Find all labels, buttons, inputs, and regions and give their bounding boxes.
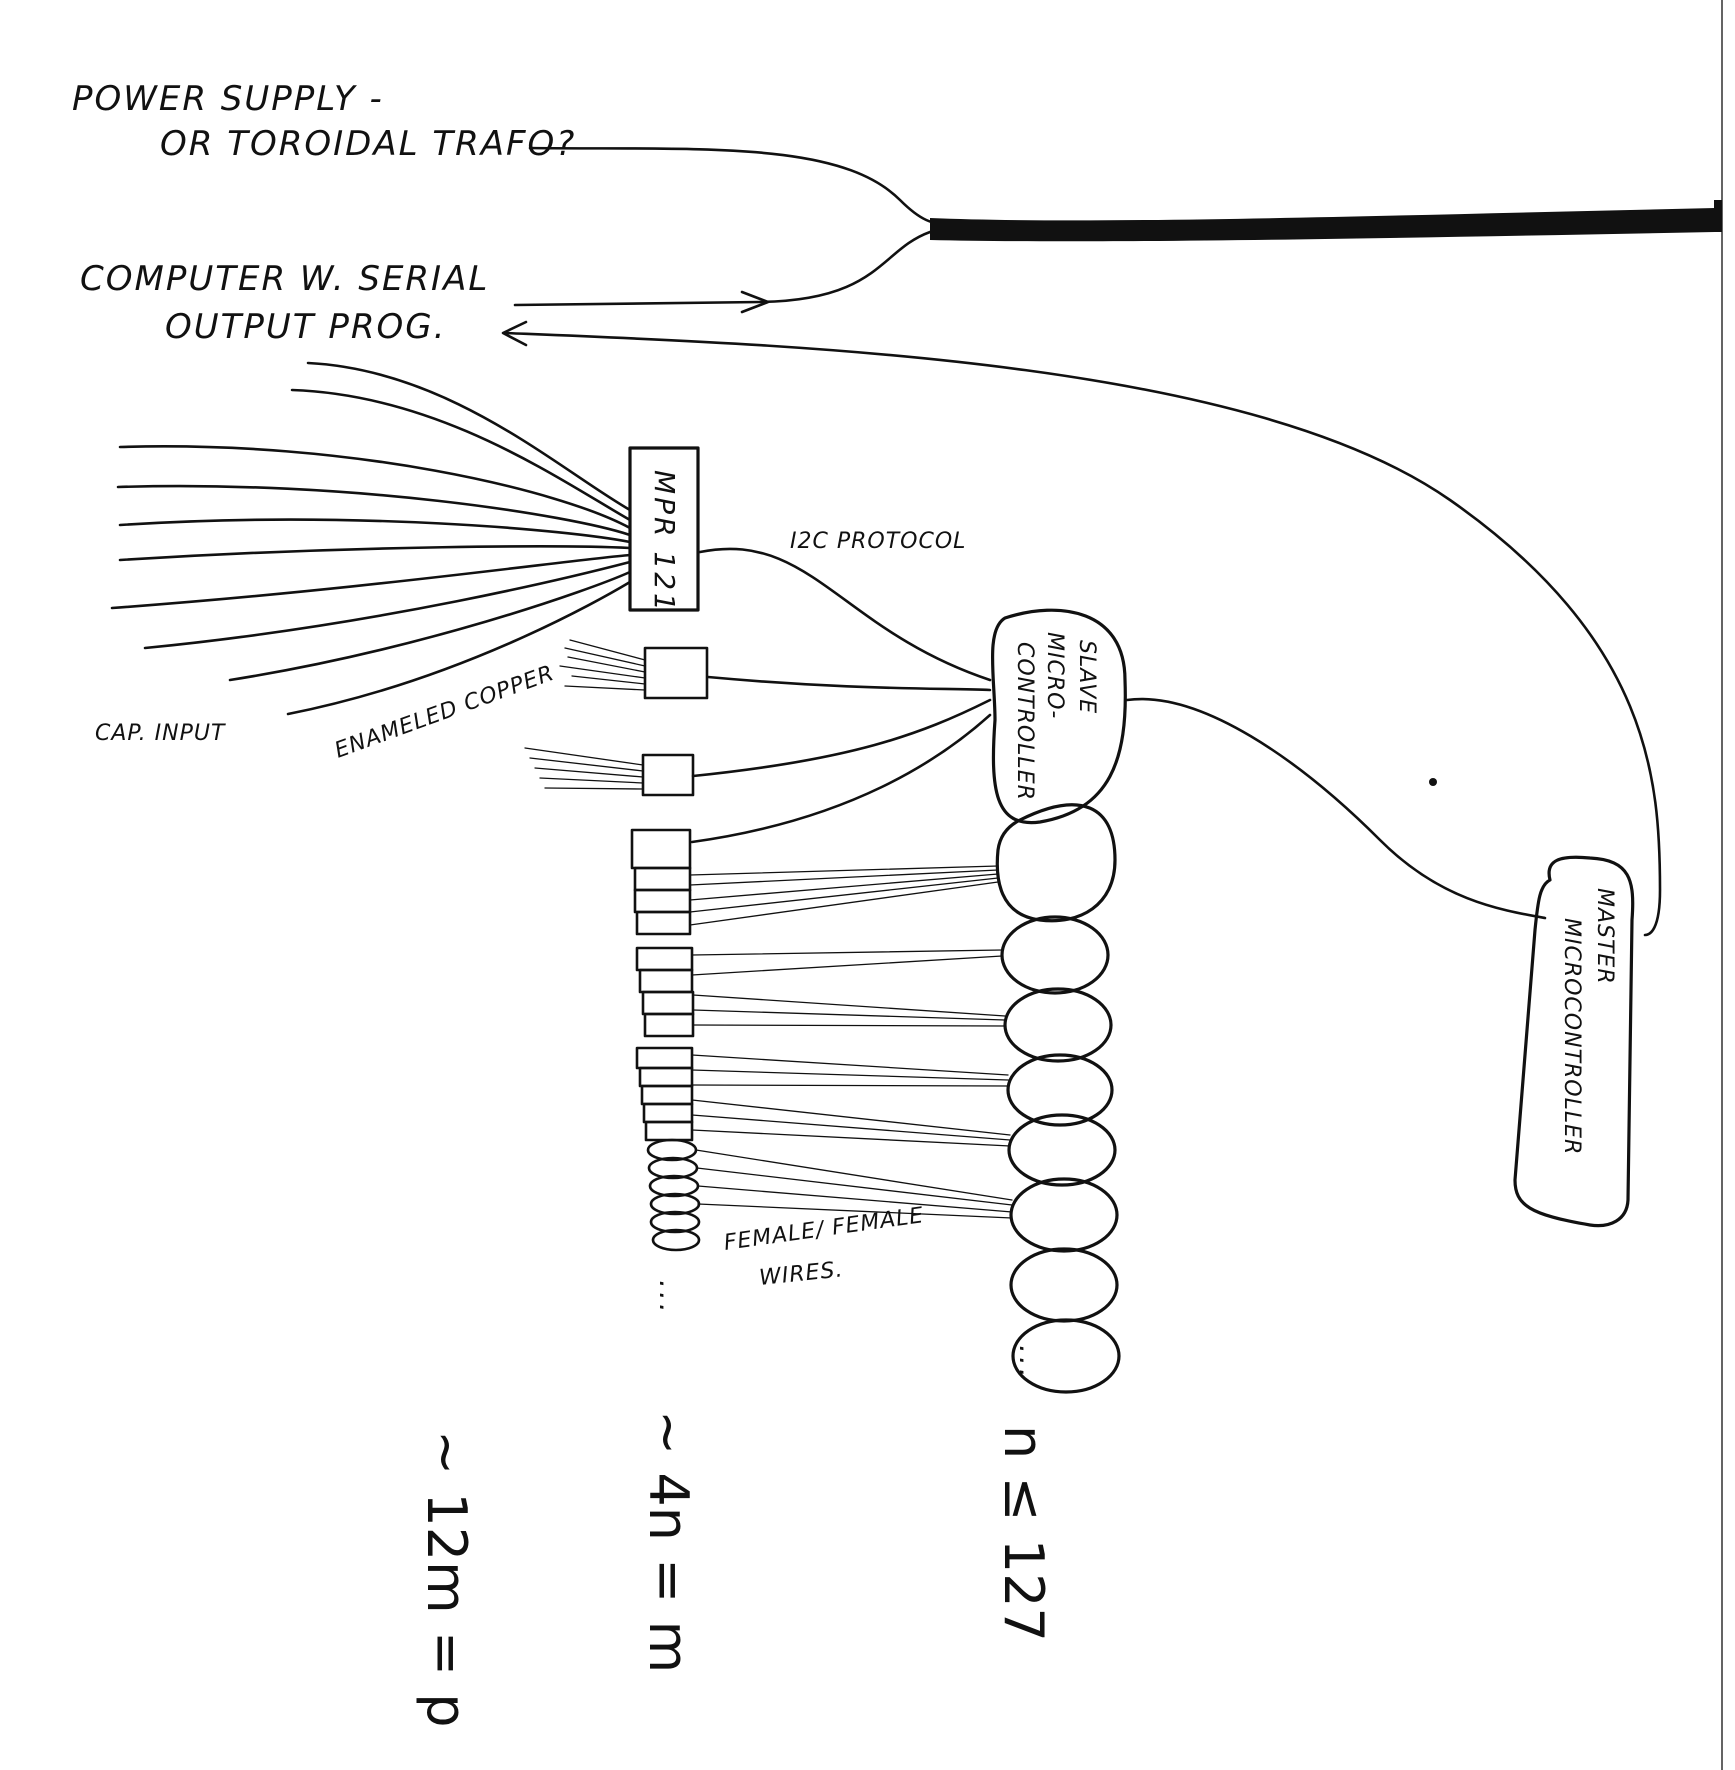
serial-return-line [501,320,1662,937]
cap-input-wires [110,361,632,716]
cap-input-label: CAP. INPUT [95,721,226,746]
connector-lower [524,698,992,797]
slave-label-line1: SLAVE [1074,640,1099,714]
female-wires-label-line2: WIRES. [758,1257,845,1291]
stray-mark [1429,778,1437,786]
mpr121-label: MPR 121 [648,470,681,614]
female-wires-label: FEMALE/ FEMALE [722,1203,925,1256]
connector-upper [559,639,992,700]
m-formula: ~ 4n = m [637,1410,700,1673]
computer-label: COMPUTER W. SERIAL [80,259,489,299]
enameled-copper-label: ENAMELED COPPER [332,661,558,764]
main-cable [513,146,1722,314]
i2c-line [698,547,992,682]
power-supply-label-line2: OR TOROIDAL TRAFO? [160,124,576,164]
ellipsis-ovals: ... [1013,1345,1046,1381]
slave-label-line3: CONTROLLER [1012,642,1037,801]
ellipsis-connectors: ... [653,1280,686,1316]
slave-microcontroller [990,608,1127,825]
slave-label-line2: MICRO- [1042,632,1067,719]
slave-oval-stack [995,803,1121,1394]
master-label-line1: MASTER [1592,888,1617,985]
female-connector-stack [630,828,701,1252]
n-formula: n ≤ 127 [992,1425,1055,1642]
p-formula: ~ 12m = p [415,1430,478,1728]
master-microcontroller [1513,855,1635,1228]
female-female-wires [689,865,1013,1219]
slave-master-line [1125,697,1547,920]
computer-label-line2: OUTPUT PROG. [165,307,446,347]
power-supply-label: POWER SUPPLY - [72,79,384,119]
slave-to-stack-line [690,713,992,844]
i2c-label: I2C PROTOCOL [790,529,966,554]
master-label-line2: MICROCONTROLLER [1559,918,1584,1155]
